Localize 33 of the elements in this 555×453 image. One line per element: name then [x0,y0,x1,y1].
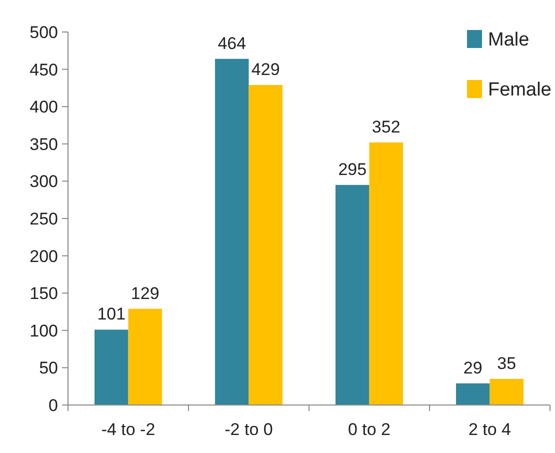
y-tick-label: 50 [39,358,58,378]
data-label: 29 [463,358,482,378]
data-label: 35 [497,354,516,373]
x-tick-label: -4 to -2 [101,420,156,439]
legend-label: Male [488,30,530,51]
y-tick-label: 0 [48,396,58,415]
bar [128,308,162,405]
y-tick-label: 100 [30,321,58,340]
y-tick-label: 250 [30,209,58,228]
y-tick-label: 500 [30,22,58,42]
data-label: 295 [338,160,367,179]
bar [248,84,282,405]
bar [490,378,524,405]
data-label: 129 [130,284,160,303]
y-tick-label: 450 [30,60,58,80]
x-tick-label: 0 to 2 [348,420,391,439]
bar [336,184,370,405]
y-tick-label: 300 [30,172,58,192]
y-tick-label: 400 [30,98,58,117]
data-label: 429 [251,60,280,79]
y-tick-label: 150 [30,284,58,304]
data-label: 352 [372,117,400,136]
y-tick-label: 350 [30,134,58,154]
data-label: 101 [97,304,126,324]
bar [215,58,249,405]
bar [369,142,403,405]
x-tick-label: -2 to 0 [224,420,273,439]
legend-label: Female [488,80,552,101]
data-label: 464 [218,34,246,53]
bar [94,330,128,405]
y-tick-label: 200 [30,246,58,266]
bar [456,383,490,405]
x-tick-label: 2 to 4 [468,420,512,439]
